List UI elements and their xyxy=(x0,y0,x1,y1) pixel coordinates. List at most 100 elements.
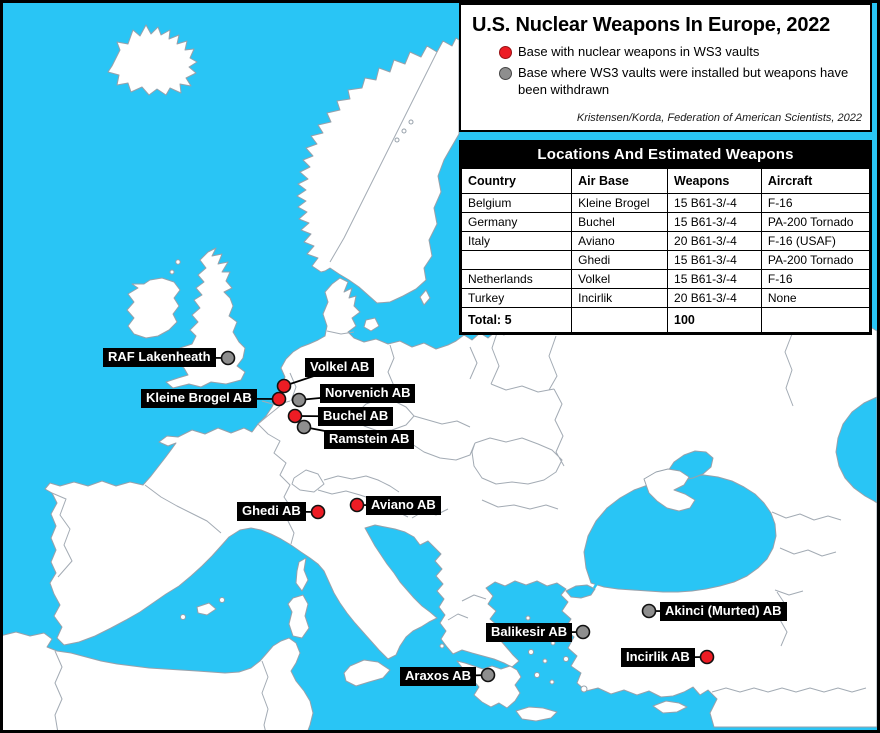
red-dot-icon xyxy=(499,46,512,59)
table-cell: Volkel xyxy=(571,269,669,289)
lofoten-island xyxy=(401,128,407,134)
base-dot-norvenich-ab xyxy=(291,392,307,408)
base-dot-akinci-murted-ab xyxy=(641,603,657,619)
base-dot-buchel-ab xyxy=(287,408,303,424)
hebrides-island xyxy=(175,259,181,265)
title-legend-box: U.S. Nuclear Weapons In Europe, 2022 Bas… xyxy=(459,3,872,132)
table-cell: F-16 xyxy=(760,269,871,289)
table-cell: F-16 xyxy=(760,193,871,213)
table-row: Germany Buchel 15 B61-3/-4 PA-200 Tornado xyxy=(460,212,871,232)
crimea-peninsula xyxy=(643,468,696,512)
weapons-table: Locations And Estimated Weapons Country … xyxy=(459,140,872,335)
base-dot-ramstein-ab xyxy=(296,419,312,435)
table-cell: Italy xyxy=(460,231,573,251)
table-body: Belgium Kleine Brogel 15 B61-3/-4 F-16 Germa… xyxy=(460,193,871,333)
base-label-akinci-murted-ab: Akinci (Murted) AB xyxy=(660,602,787,622)
corsica-island xyxy=(295,557,309,592)
table-cell xyxy=(460,250,573,270)
table-cell: 15 B61-3/-4 xyxy=(667,269,762,289)
table-title: Locations And Estimated Weapons xyxy=(461,142,870,168)
zealand-island xyxy=(363,317,380,332)
caspian-sea xyxy=(835,396,878,504)
table-cell: 15 B61-3/-4 xyxy=(667,212,762,232)
table-cell: 15 B61-3/-4 xyxy=(667,193,762,213)
table-row: Italy Aviano 20 B61-3/-4 F-16 (USAF) xyxy=(460,231,871,251)
base-dot-kleine-brogel-ab xyxy=(271,391,287,407)
column-header-aircraft: Aircraft xyxy=(760,168,871,194)
legend-item-withdrawn: Base where WS3 vaults were installed but… xyxy=(499,65,856,98)
attribution: Kristensen/Korda, Federation of American… xyxy=(576,112,862,124)
table-cell: PA-200 Tornado xyxy=(760,212,871,232)
aegean-island xyxy=(549,679,555,685)
base-label-balikesir-ab: Balikesir AB xyxy=(486,623,573,643)
table-row: Belgium Kleine Brogel 15 B61-3/-4 F-16 xyxy=(460,193,871,213)
table-cell: PA-200 Tornado xyxy=(760,250,871,270)
map-title: U.S. Nuclear Weapons In Europe, 2022 xyxy=(472,14,831,36)
locations-table: Country Air Base Weapons Aircraft Belgiu… xyxy=(460,168,871,333)
table-cell: 20 B61-3/-4 xyxy=(667,231,762,251)
aegean-island xyxy=(525,615,531,621)
aegean-island xyxy=(563,656,569,662)
table-cell: 100 xyxy=(667,307,762,333)
base-label-ramstein-ab: Ramstein AB xyxy=(324,430,415,450)
base-label-norvenich-ab: Norvenich AB xyxy=(320,384,416,404)
north-africa-landmass xyxy=(0,631,314,733)
table-cell: 20 B61-3/-4 xyxy=(667,288,762,308)
column-header-country: Country xyxy=(460,168,573,194)
table-header-row: Country Air Base Weapons Aircraft xyxy=(460,168,871,194)
table-total-row: Total: 5 100 xyxy=(460,307,871,333)
base-label-araxos-ab: Araxos AB xyxy=(400,667,476,687)
sardinia-island xyxy=(287,594,310,639)
crete-island xyxy=(515,706,558,722)
base-dot-aviano-ab xyxy=(349,497,365,513)
base-label-buchel-ab: Buchel AB xyxy=(318,407,394,427)
iceland-landmass xyxy=(107,24,198,96)
table-cell: Aviano xyxy=(571,231,669,251)
sea-of-marmara xyxy=(565,584,596,599)
legend-label-withdrawn: Base where WS3 vaults were installed but… xyxy=(518,65,849,97)
base-label-incirlik-ab: Incirlik AB xyxy=(621,648,695,668)
gray-dot-icon xyxy=(499,67,512,81)
legend-label-active: Base with nuclear weapons in WS3 vaults xyxy=(518,44,760,59)
table-cell: F-16 (USAF) xyxy=(760,231,871,251)
table-cell: Buchel xyxy=(571,212,669,232)
table-cell: Ghedi xyxy=(571,250,669,270)
gotland-island xyxy=(419,289,431,306)
table-row: Turkey Incirlik 20 B61-3/-4 None xyxy=(460,288,871,308)
table-cell: Incirlik xyxy=(571,288,669,308)
base-label-kleine-brogel-ab: Kleine Brogel AB xyxy=(141,389,257,409)
table-cell xyxy=(760,307,871,333)
base-dot-volkel-ab xyxy=(276,378,292,394)
table-cell: Turkey xyxy=(460,288,573,308)
base-label-aviano-ab: Aviano AB xyxy=(366,496,441,516)
column-header-weapons: Weapons xyxy=(667,168,762,194)
base-label-ghedi-ab: Ghedi AB xyxy=(237,502,306,522)
ionian-island xyxy=(439,643,445,649)
table-cell: None xyxy=(760,288,871,308)
table-cell: Belgium xyxy=(460,193,573,213)
black-sea xyxy=(583,474,777,593)
aegean-island xyxy=(542,658,548,664)
aegean-island xyxy=(528,649,534,655)
legend-item-active: Base with nuclear weapons in WS3 vaults xyxy=(499,44,856,60)
bosphorus-strait xyxy=(592,581,600,589)
table-cell: Germany xyxy=(460,212,573,232)
aegean-island xyxy=(534,672,540,678)
lofoten-island xyxy=(408,119,414,125)
lofoten-island xyxy=(394,137,400,143)
ireland-landmass xyxy=(126,277,181,339)
cyprus-island xyxy=(652,700,688,714)
base-dot-raf-lakenheath xyxy=(220,350,236,366)
base-label-raf-lakenheath: RAF Lakenheath xyxy=(103,348,216,368)
ibiza-island xyxy=(180,614,186,620)
base-dot-incirlik-ab xyxy=(699,649,715,665)
table-cell xyxy=(571,307,669,333)
sicily-island xyxy=(343,659,391,687)
table-cell: 15 B61-3/-4 xyxy=(667,250,762,270)
column-header-air-base: Air Base xyxy=(571,168,669,194)
table-cell: Total: 5 xyxy=(460,307,573,333)
hebrides-island xyxy=(169,269,175,275)
table-cell: Netherlands xyxy=(460,269,573,289)
